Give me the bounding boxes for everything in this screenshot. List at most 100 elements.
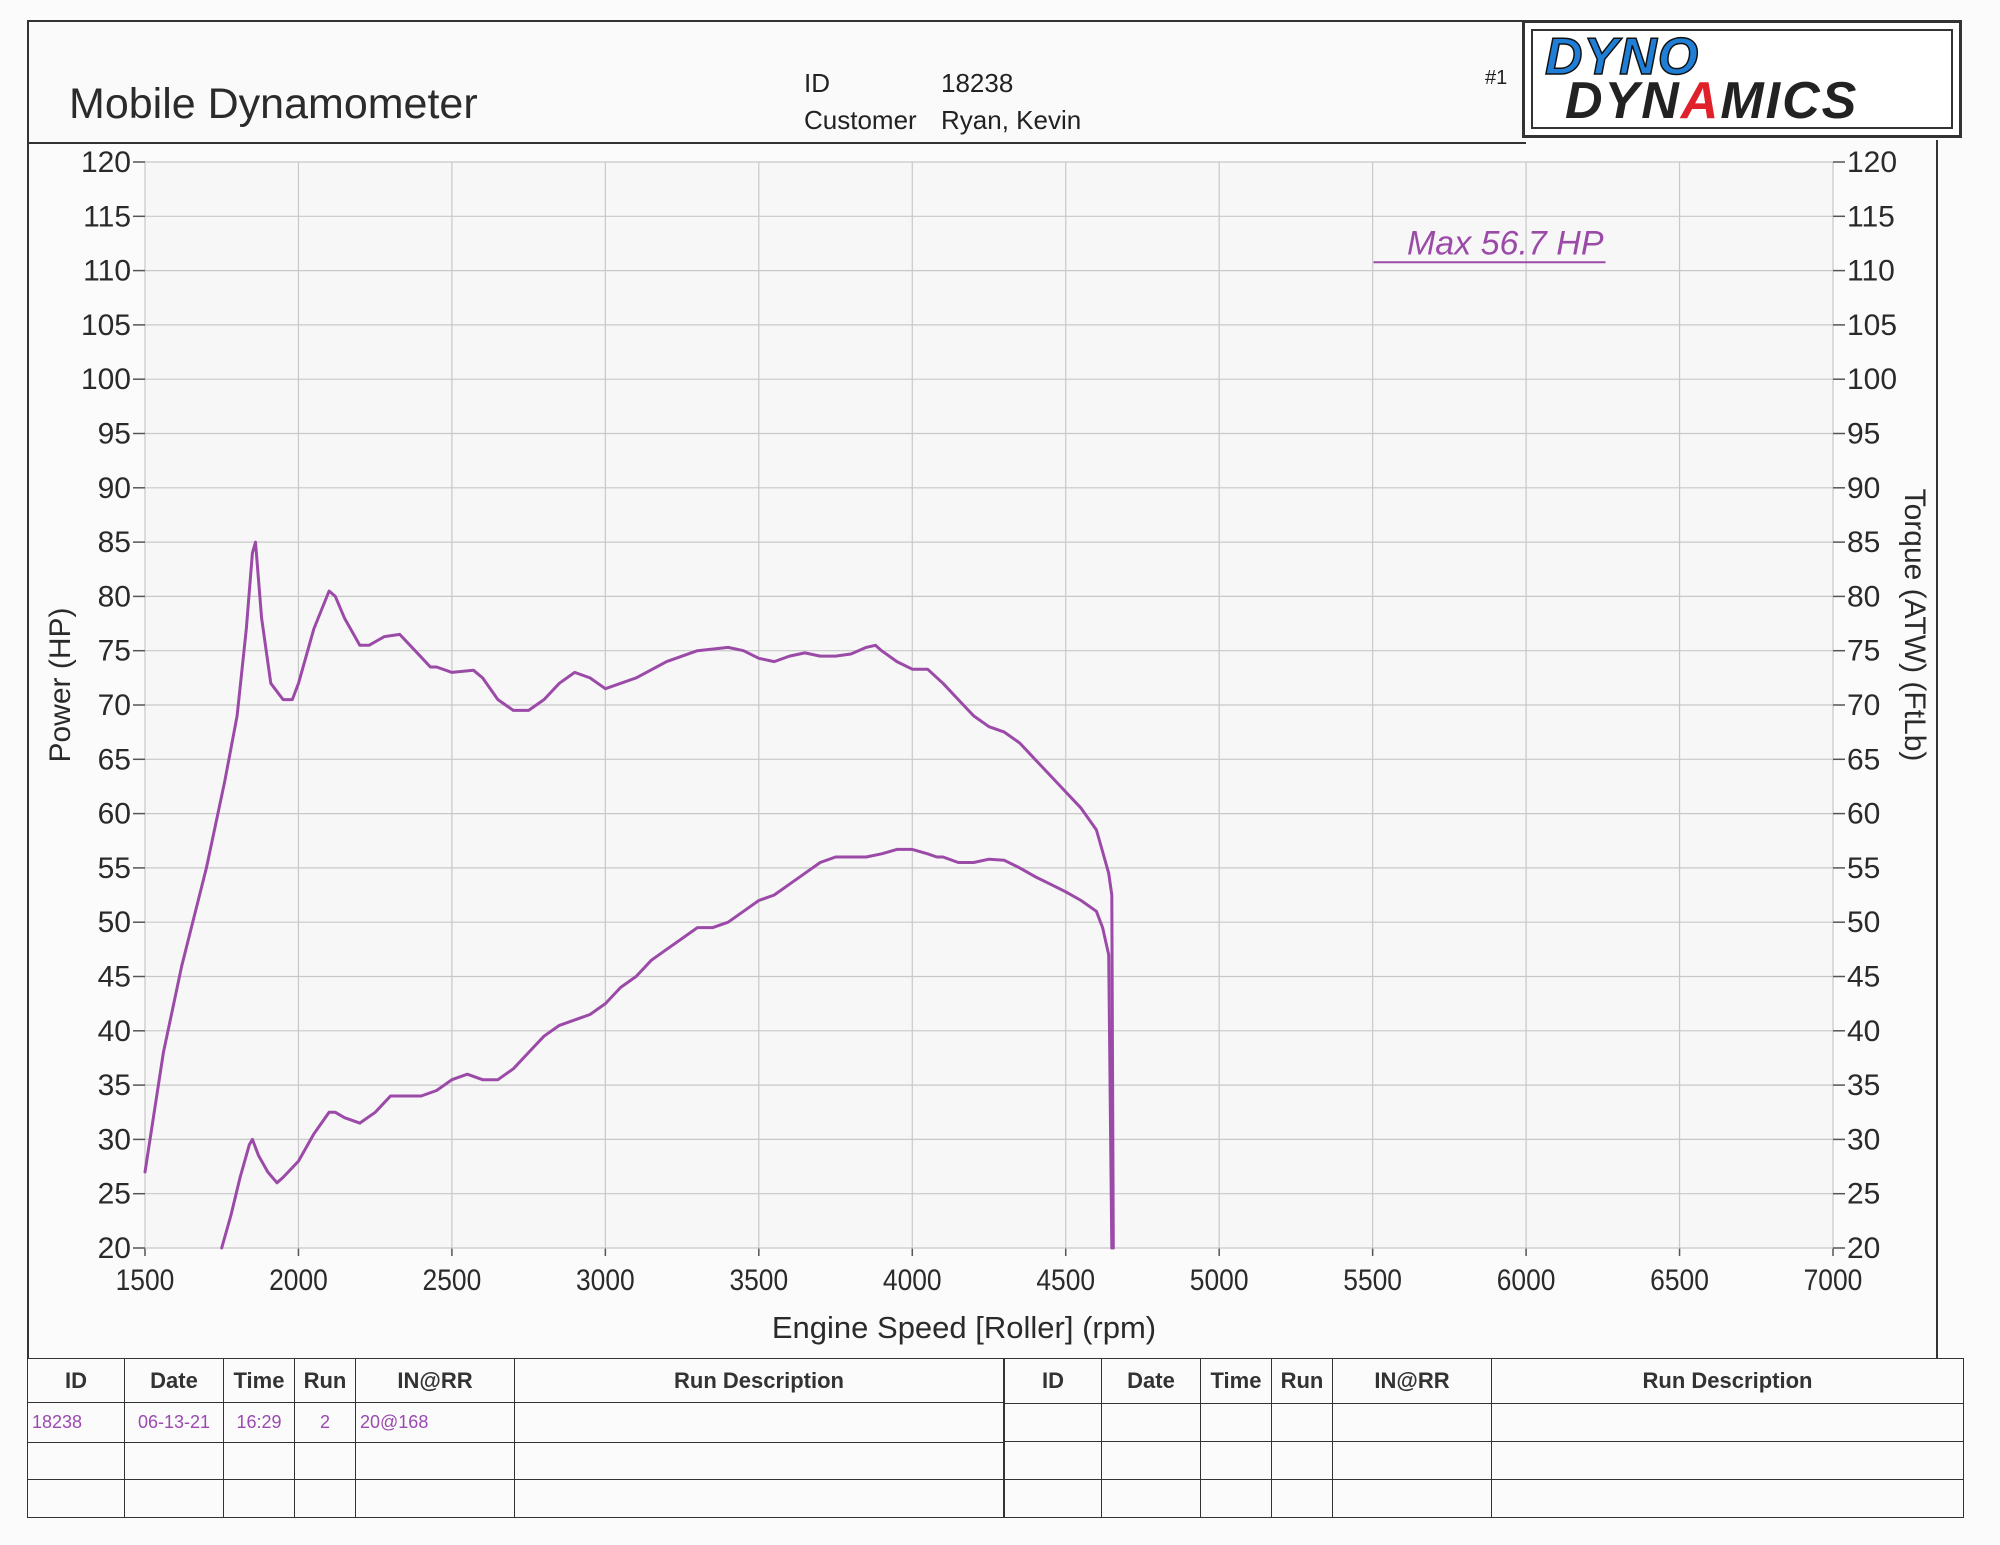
- x-tick-label: 4000: [883, 1262, 942, 1296]
- y-tick-label-right: 100: [1847, 363, 1897, 396]
- max-power-annotation: Max 56.7 HP: [1407, 224, 1604, 262]
- y-tick-label-right: 105: [1847, 309, 1897, 342]
- cell-run: 2: [294, 1402, 356, 1443]
- y-tick-label-left: 90: [98, 472, 131, 505]
- x-tick-label: 6000: [1497, 1262, 1556, 1296]
- table-row-empty: [1004, 1440, 1964, 1480]
- y-tick-label-left: 75: [98, 635, 131, 668]
- cell-time: 16:29: [223, 1402, 295, 1443]
- y-tick-label-left: 80: [98, 580, 131, 613]
- col-run: Run: [294, 1357, 356, 1404]
- y-tick-label-left: 40: [98, 1015, 131, 1048]
- y-tick-label-right: 65: [1847, 743, 1880, 776]
- y-tick-label-left: 20: [98, 1232, 131, 1265]
- run-table-right: ID Date Time Run IN@RR Run Description: [1004, 1358, 1964, 1519]
- col-run-description: Run Description: [1491, 1358, 1964, 1404]
- y-tick-label-left: 70: [98, 689, 131, 722]
- x-tick-label: 3000: [576, 1262, 635, 1296]
- y-tick-label-left: 115: [83, 200, 131, 233]
- col-run-description: Run Description: [514, 1357, 1004, 1404]
- y-tick-label-right: 30: [1847, 1123, 1880, 1156]
- y-tick-label-left: 25: [98, 1178, 131, 1211]
- y-tick-label-right: 85: [1847, 526, 1880, 559]
- y-tick-label-left: 50: [98, 906, 131, 939]
- table-row: 18238 06-13-21 16:29 2 20@168: [27, 1402, 1004, 1443]
- x-tick-label: 1500: [116, 1262, 175, 1296]
- col-time: Time: [223, 1357, 295, 1404]
- y-tick-label-right: 90: [1847, 472, 1880, 505]
- y-tick-label-right: 120: [1847, 146, 1897, 179]
- y-tick-label-right: 60: [1847, 798, 1880, 831]
- header: Mobile Dynamometer ID 18238 Customer Rya…: [27, 20, 1526, 144]
- id-label: ID: [804, 68, 830, 98]
- col-id: ID: [1004, 1358, 1102, 1404]
- y-tick-label-left: 35: [98, 1069, 131, 1102]
- table-row-empty: [1004, 1478, 1964, 1519]
- x-tick-label: 2500: [423, 1262, 482, 1296]
- y-tick-label-right: 70: [1847, 689, 1880, 722]
- y-tick-label-right: 45: [1847, 961, 1880, 994]
- y-tick-label-right: 115: [1847, 200, 1895, 233]
- customer-label: Customer: [804, 105, 917, 135]
- y-tick-label-right: 50: [1847, 906, 1880, 939]
- cell-id: 18238: [27, 1402, 125, 1443]
- y-axis-label-right: Torque (ATW) (FtLb): [1898, 489, 1931, 762]
- series-line-lower: [220, 847, 1114, 1250]
- y-tick-label-right: 40: [1847, 1015, 1880, 1048]
- y-tick-label-left: 120: [81, 146, 131, 179]
- series-line-upper: [143, 540, 1115, 1250]
- y-axis-label-left: Power (HP): [44, 607, 77, 762]
- x-tick-label: 6500: [1650, 1262, 1709, 1296]
- cell-description: [514, 1402, 1004, 1443]
- y-tick-label-right: 25: [1847, 1178, 1880, 1211]
- col-time: Time: [1200, 1358, 1272, 1404]
- y-tick-label-left: 95: [98, 418, 131, 451]
- dyno-chart: 1500 2000 2500 3000 3500 4000 4500 5000 5500 6000…: [44, 146, 1931, 1345]
- y-tick-label-right: 80: [1847, 580, 1880, 613]
- cell-date: 06-13-21: [124, 1402, 224, 1443]
- chart-frame: [27, 140, 1938, 1358]
- y-tick-label-right: 55: [1847, 852, 1880, 885]
- table-header-row: ID Date Time Run IN@RR Run Description: [1004, 1358, 1964, 1404]
- y-tick-label-right: 110: [1847, 255, 1895, 288]
- y-tick-label-right: 95: [1847, 418, 1880, 451]
- y-tick-label-left: 65: [98, 743, 131, 776]
- y-tick-label-left: 100: [81, 363, 131, 396]
- y-tick-label-left: 60: [98, 798, 131, 831]
- y-tick-label-left: 30: [98, 1123, 131, 1156]
- y-tick-label-right: 35: [1847, 1069, 1880, 1102]
- logo-line1: DYNO: [1544, 27, 1700, 87]
- col-date: Date: [1101, 1358, 1201, 1404]
- y-tick-label-right: 20: [1847, 1232, 1880, 1265]
- table-row-empty: [27, 1479, 1004, 1518]
- y-tick-label-left: 55: [98, 852, 131, 885]
- id-value: 18238: [941, 68, 1014, 98]
- y-tick-label-left: 105: [81, 309, 131, 342]
- table-row-empty: [1004, 1402, 1964, 1442]
- page-title: Mobile Dynamometer: [69, 80, 478, 128]
- y-tick-label-left: 45: [98, 961, 131, 994]
- col-inrr: IN@RR: [1332, 1358, 1492, 1404]
- x-tick-label: 5500: [1343, 1262, 1402, 1296]
- customer-value: Ryan, Kevin: [941, 105, 1082, 135]
- y-tick-label-right: 75: [1847, 635, 1880, 668]
- run-table-left: ID Date Time Run IN@RR Run Description 1…: [27, 1357, 1004, 1518]
- cell-inrr: 20@168: [355, 1402, 515, 1443]
- col-inrr: IN@RR: [355, 1357, 515, 1404]
- table-row-empty: [27, 1441, 1004, 1481]
- x-tick-label: 5000: [1190, 1262, 1249, 1296]
- y-tick-label-left: 85: [98, 526, 131, 559]
- x-tick-label: 4500: [1036, 1262, 1095, 1296]
- x-axis-label: Engine Speed [Roller] (rpm): [772, 1310, 1156, 1345]
- col-run: Run: [1271, 1358, 1333, 1404]
- dyno-dynamics-logo: DYNO DYNAMICS: [1522, 20, 1962, 138]
- col-id: ID: [27, 1357, 125, 1404]
- table-header-row: ID Date Time Run IN@RR Run Description: [27, 1357, 1004, 1404]
- run-number: #1: [1485, 67, 1508, 89]
- logo-line2: DYNAMICS: [1565, 72, 1859, 130]
- x-tick-label: 2000: [269, 1262, 328, 1296]
- x-tick-label: 7000: [1804, 1262, 1863, 1296]
- logo-border: [1531, 29, 1953, 129]
- x-tick-label: 3500: [729, 1262, 788, 1296]
